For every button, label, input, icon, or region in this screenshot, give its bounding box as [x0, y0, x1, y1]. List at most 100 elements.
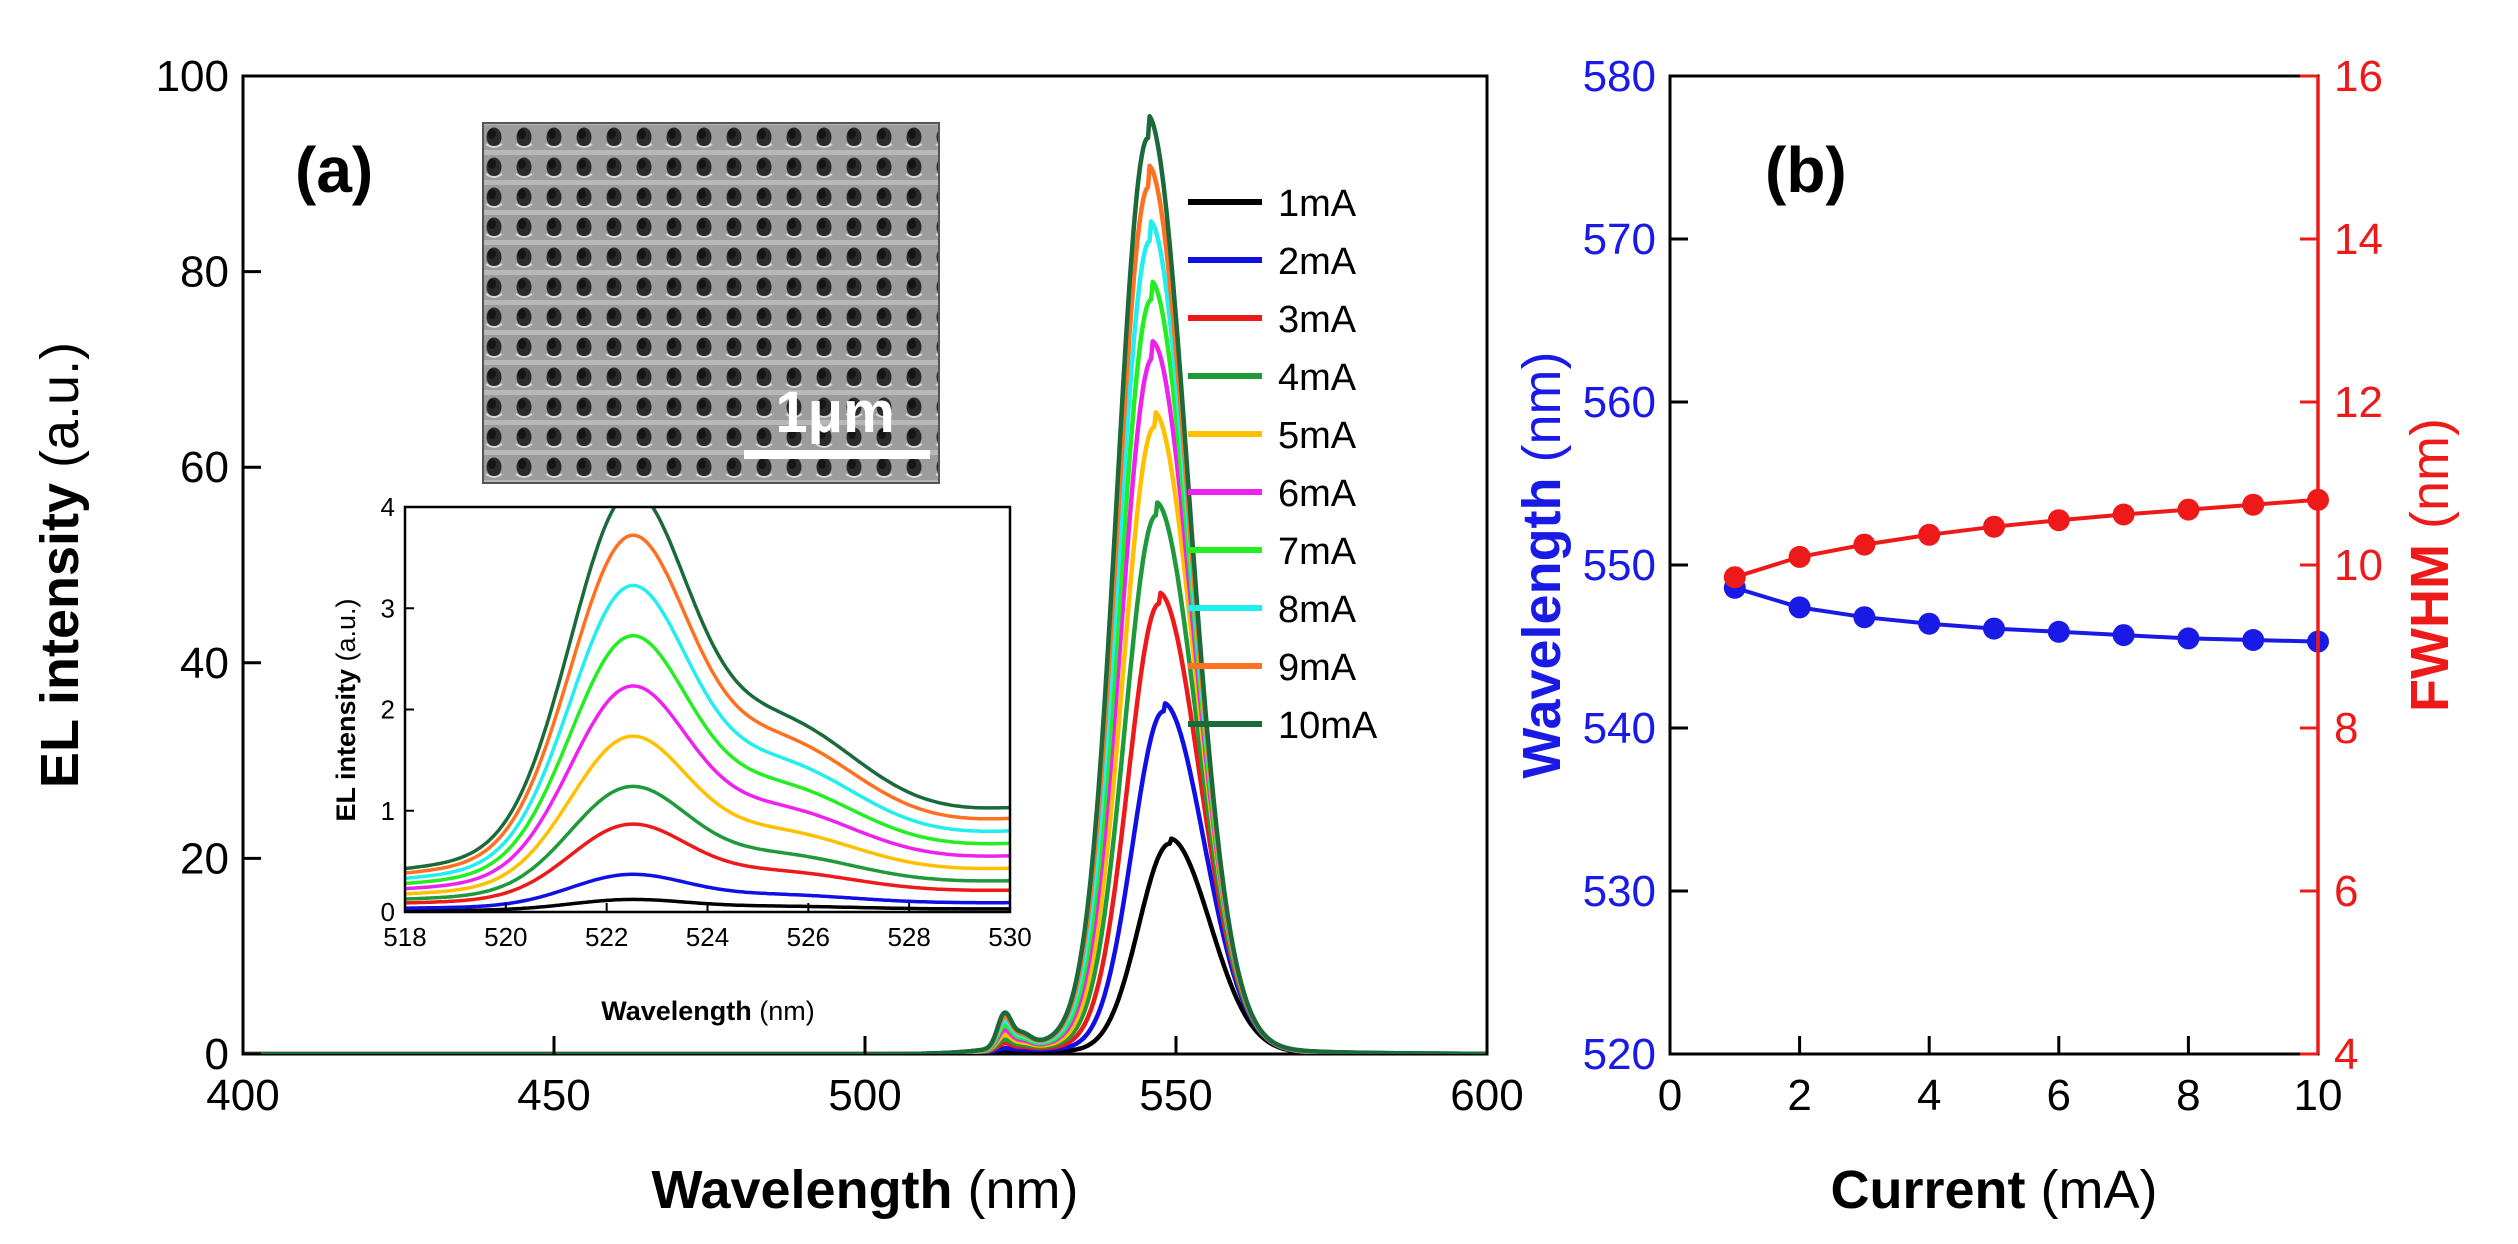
point-fwhm-4mA	[1918, 523, 1941, 546]
inset-ytick-label: 3	[381, 593, 395, 623]
inset-ylabel-unit: (a.u.)	[331, 598, 361, 669]
panel-a-xtick-label: 550	[1139, 1071, 1212, 1120]
point-fwhm-7mA	[2112, 503, 2135, 526]
panel-b-ylabel-right: FWHM (nm)	[2400, 418, 2460, 712]
point-fwhm-3mA	[1853, 533, 1876, 556]
inset-line-6mA	[405, 684, 1010, 891]
panel-a-xtick-label: 400	[206, 1071, 279, 1120]
panel-b-ytick-right-label: 6	[2334, 867, 2358, 916]
panel-b-marks	[1723, 488, 2329, 653]
panel-b-xtick-label: 2	[1787, 1071, 1811, 1120]
inset-ytick-label: 1	[381, 796, 395, 826]
spectrum-line-10mA	[243, 114, 1487, 1054]
inset-background	[405, 507, 1010, 912]
panel-b-label: (b)	[1765, 134, 1847, 206]
panel-b-ytick-left-label: 570	[1583, 215, 1656, 264]
panel-b-ytick-right-label: 8	[2334, 704, 2358, 753]
panel-b-ytick-right-label: 4	[2334, 1030, 2358, 1079]
inset-line-4mA	[405, 784, 1010, 901]
panel-a-ytick-label: 80	[180, 248, 229, 297]
inset-ylabel-main: EL intensity	[331, 669, 361, 822]
panel-b-xtick-label: 4	[1917, 1071, 1941, 1120]
panel-a-xlabel: Wavelength (nm)	[651, 1160, 1078, 1220]
panel-a-xlabel-unit: (nm)	[953, 1160, 1079, 1220]
point-fwhm-5mA	[1983, 515, 2005, 538]
point-wavelength-3mA	[1853, 606, 1876, 629]
inset-line-10mA	[405, 507, 1010, 871]
panel-a-label: (a)	[295, 134, 373, 206]
series-line-fwhm	[1734, 497, 2319, 580]
inset-ytick-label: 4	[381, 492, 395, 522]
legend-label-2mA: 2mA	[1278, 241, 1357, 283]
panel-b-ytick-right-label: 16	[2334, 52, 2383, 101]
legend-label-9mA: 9mA	[1278, 647, 1357, 689]
legend-label-4mA: 4mA	[1278, 357, 1357, 399]
panel-b-ylabel-left: Wavelength (nm)	[1512, 351, 1572, 778]
inset-xtick-label: 518	[383, 922, 426, 952]
series-line-wavelength	[1734, 585, 2319, 644]
panel-b-xtick-label: 0	[1658, 1071, 1682, 1120]
inset-ylabel: EL intensity (a.u.)	[331, 598, 361, 821]
inset-ytick-label: 0	[381, 897, 395, 927]
panel-a-ytick-label: 0	[205, 1030, 229, 1079]
panel-b-ytick-left-label: 530	[1583, 867, 1656, 916]
legend-label-7mA: 7mA	[1278, 531, 1357, 573]
point-wavelength-2mA	[1788, 596, 1811, 619]
inset-xtick-label: 524	[686, 922, 729, 952]
inset-line-3mA	[405, 822, 1010, 905]
inset-xtick-label: 528	[887, 922, 930, 952]
sem-scale-bar	[744, 450, 930, 459]
inset-xtick-label: 530	[988, 922, 1031, 952]
inset-line-5mA	[405, 734, 1010, 896]
legend-label-8mA: 8mA	[1278, 589, 1357, 631]
inset-line-7mA	[405, 633, 1010, 886]
point-fwhm-1mA	[1723, 566, 1746, 589]
panel-b-xtick-label: 10	[2294, 1071, 2343, 1120]
panel-a-ylabel: EL intensity (a.u.)	[30, 342, 90, 788]
inset-xtick-label: 526	[787, 922, 830, 952]
legend-label-5mA: 5mA	[1278, 415, 1357, 457]
point-wavelength-5mA	[1983, 617, 2005, 640]
panel-a-ylabel-main: EL intensity	[30, 483, 90, 788]
legend-label-10mA: 10mA	[1278, 705, 1378, 747]
panel-a-ytick-label: 60	[180, 443, 229, 492]
inset-xtick-label: 520	[484, 922, 527, 952]
panel-b-ytick-left-label: 550	[1583, 541, 1656, 590]
point-fwhm-9mA	[2242, 493, 2265, 516]
legend-label-6mA: 6mA	[1278, 473, 1357, 515]
point-fwhm-2mA	[1788, 545, 1811, 568]
point-wavelength-6mA	[2047, 620, 2070, 643]
panel-b-ylabel-right-unit: (nm)	[2400, 418, 2460, 544]
panel-a-curves	[243, 114, 1487, 1054]
panel-a-ylabel-unit: (a.u.)	[30, 342, 90, 483]
panel-a-xlabel-main: Wavelength	[651, 1160, 952, 1220]
panel-b-xlabel-main: Current	[1831, 1160, 2026, 1220]
point-wavelength-7mA	[2112, 624, 2135, 647]
point-wavelength-4mA	[1918, 612, 1941, 635]
legend-label-1mA: 1mA	[1278, 183, 1357, 225]
panel-b-xlabel-unit: (mA)	[2026, 1160, 2158, 1220]
panel-b-ylabel-left-unit: (nm)	[1512, 351, 1572, 477]
panel-a-ytick-label: 40	[180, 639, 229, 688]
inset-xlabel: Wavelength (nm)	[601, 996, 815, 1026]
point-wavelength-8mA	[2177, 627, 2200, 650]
panel-b-ytick-left-label: 540	[1583, 704, 1656, 753]
panel-b-ytick-left-label: 520	[1583, 1030, 1656, 1079]
panel-b-ytick-left-label: 560	[1583, 378, 1656, 427]
panel-b-ytick-left-label: 580	[1583, 52, 1656, 101]
panel-b-ylabel-right-main: FWHM	[2400, 544, 2460, 712]
sem-image-border	[482, 122, 940, 484]
inset-line-9mA	[405, 533, 1010, 875]
inset-ticks: 518 520 522 524 526 528 530 0 1 2 3 4	[381, 492, 1032, 952]
inset-xlabel-unit: (nm)	[752, 996, 815, 1026]
panel-a-xtick-label: 600	[1450, 1071, 1523, 1120]
inset-xlabel-main: Wavelength	[601, 996, 752, 1026]
legend-label-3mA: 3mA	[1278, 299, 1357, 341]
inset-line-8mA	[405, 583, 1010, 881]
panel-b-xtick-label: 8	[2176, 1071, 2200, 1120]
panel-b-ytick-right-label: 14	[2334, 215, 2383, 264]
panel-a-xtick-label: 500	[828, 1071, 901, 1120]
